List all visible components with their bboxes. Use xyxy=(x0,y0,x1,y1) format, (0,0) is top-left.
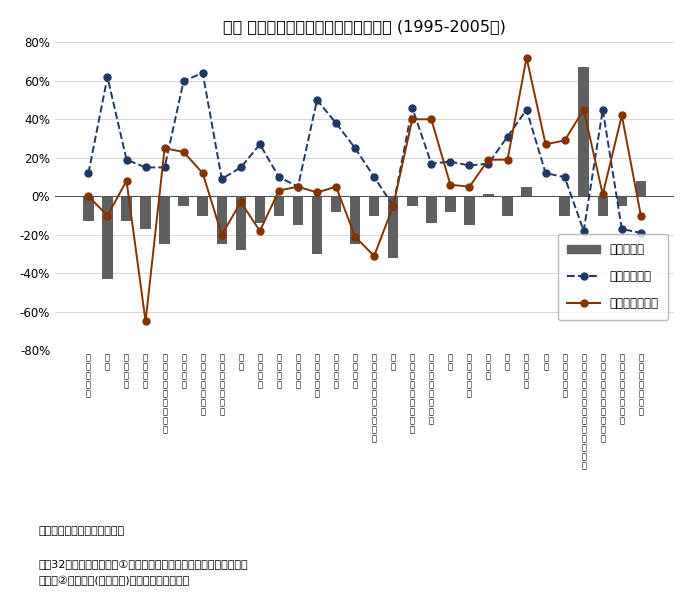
Bar xyxy=(483,194,494,196)
Bar xyxy=(331,196,341,211)
Bar xyxy=(502,196,513,216)
Bar xyxy=(292,196,303,225)
Bar xyxy=(274,196,284,216)
Bar xyxy=(597,196,608,216)
Legend: 雇用増加率, 生産性上昇率, 付加価値成長率: 雇用増加率, 生産性上昇率, 付加価値成長率 xyxy=(558,234,668,320)
Bar xyxy=(464,196,475,225)
Bar xyxy=(559,196,570,216)
Bar xyxy=(522,187,532,196)
Bar xyxy=(178,196,189,206)
Bar xyxy=(217,196,227,245)
Bar xyxy=(235,196,246,250)
Bar xyxy=(312,196,322,254)
Bar xyxy=(616,196,627,206)
Text: １．生産性＝付加価値／労働

２．32の大分類のうち、①異常値と思われる情報・通信機器、電子
部品、②事務用品(データ無)、分類不明を除外。: １．生産性＝付加価値／労働 ２．32の大分類のうち、①異常値と思われる情報・通信… xyxy=(39,526,248,586)
Bar xyxy=(140,196,151,229)
Title: 図３ 労働力・生産性・付加価値の成長 (1995-2005年): 図３ 労働力・生産性・付加価値の成長 (1995-2005年) xyxy=(223,19,506,34)
Bar xyxy=(407,196,418,206)
Bar xyxy=(388,196,398,258)
Bar xyxy=(369,196,379,216)
Bar xyxy=(121,196,132,221)
Bar xyxy=(255,196,265,223)
Bar xyxy=(350,196,361,245)
Bar xyxy=(197,196,208,216)
Bar xyxy=(636,181,646,196)
Bar xyxy=(83,196,94,221)
Bar xyxy=(103,196,113,279)
Bar xyxy=(160,196,170,245)
Bar xyxy=(445,196,455,211)
Bar xyxy=(579,67,589,196)
Bar xyxy=(426,196,437,223)
